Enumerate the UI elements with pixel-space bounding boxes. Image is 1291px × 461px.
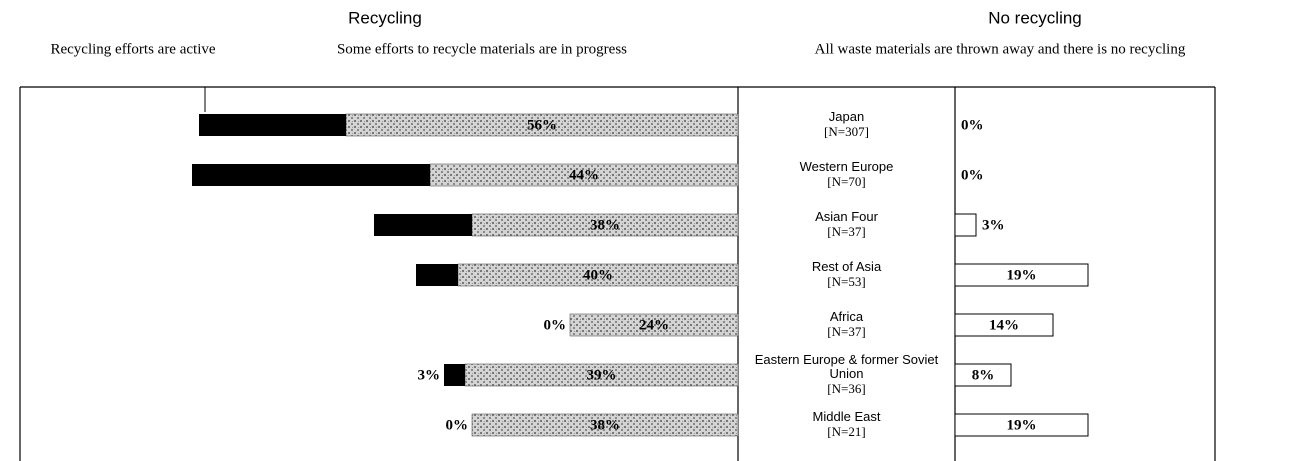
value-label: 6% bbox=[426, 267, 449, 283]
value-label: 0% bbox=[446, 417, 469, 433]
value-label: 0% bbox=[961, 117, 984, 133]
category-label-box: Japan[N=307] bbox=[824, 109, 869, 140]
value-label: 19% bbox=[1007, 267, 1037, 283]
bar-segment bbox=[192, 164, 430, 186]
value-label: 39% bbox=[587, 367, 617, 383]
category-label: Rest of Asia bbox=[811, 259, 882, 274]
category-label: Western Europe bbox=[799, 159, 894, 174]
value-label: 14% bbox=[989, 317, 1019, 333]
sample-size: [N=37] bbox=[827, 324, 866, 339]
sample-size: [N=37] bbox=[827, 224, 866, 239]
bar-segment bbox=[954, 313, 1054, 337]
category-label: Japan bbox=[828, 109, 865, 124]
sample-size: [N=307] bbox=[824, 124, 869, 139]
bar-segment bbox=[416, 264, 458, 286]
sample-size: [N=70] bbox=[827, 174, 866, 189]
value-label: 0% bbox=[544, 317, 567, 333]
category-label-box: Rest of Asia[N=53] bbox=[811, 259, 882, 290]
bar-segment bbox=[471, 413, 739, 437]
category-label-box: Middle East[N=21] bbox=[812, 409, 881, 440]
sample-size: [N=53] bbox=[827, 274, 866, 289]
category-label: Middle East bbox=[812, 409, 881, 424]
value-label: 44% bbox=[569, 167, 599, 183]
bar-segment bbox=[199, 114, 346, 136]
value-label: 3% bbox=[418, 367, 441, 383]
group-label: Recycling bbox=[348, 8, 422, 27]
group-label: No recycling bbox=[988, 8, 1082, 27]
value-label: 21% bbox=[258, 117, 288, 133]
legend-entry: Some efforts to recycle materials are in… bbox=[337, 41, 627, 57]
value-label: 0% bbox=[961, 167, 984, 183]
bar-segment bbox=[954, 213, 977, 237]
sample-size: [N=36] bbox=[827, 381, 866, 396]
value-label: 56% bbox=[527, 117, 557, 133]
bar-segment bbox=[954, 363, 1012, 387]
legend-entry: All waste materials are thrown away and … bbox=[815, 41, 1186, 57]
value-label: 38% bbox=[590, 417, 620, 433]
legend-entry: Recycling efforts are active bbox=[50, 41, 215, 57]
category-label-box: Western Europe[N=70] bbox=[799, 159, 894, 190]
value-label: 34% bbox=[296, 167, 326, 183]
bar-segment bbox=[569, 313, 739, 337]
category-label: Eastern Europe & former Soviet Union bbox=[754, 352, 939, 381]
bar-segment bbox=[954, 263, 1089, 287]
value-label: 3% bbox=[982, 217, 1005, 233]
bar-segment bbox=[444, 364, 465, 386]
bar-segment bbox=[954, 413, 1089, 437]
value-label: 38% bbox=[590, 217, 620, 233]
value-label: 24% bbox=[639, 317, 669, 333]
value-label: 40% bbox=[583, 267, 613, 283]
category-label-box: Eastern Europe & former Soviet Union[N=3… bbox=[754, 352, 939, 397]
value-label: 8% bbox=[972, 367, 995, 383]
category-label-box: Asian Four[N=37] bbox=[815, 209, 878, 240]
category-label-box: Africa[N=37] bbox=[827, 309, 866, 340]
value-label: 14% bbox=[408, 217, 438, 233]
category-label: Asian Four bbox=[815, 209, 878, 224]
category-label: Africa bbox=[829, 309, 864, 324]
value-label: 19% bbox=[1007, 417, 1037, 433]
bar-segment bbox=[374, 214, 472, 236]
sample-size: [N=21] bbox=[827, 424, 866, 439]
